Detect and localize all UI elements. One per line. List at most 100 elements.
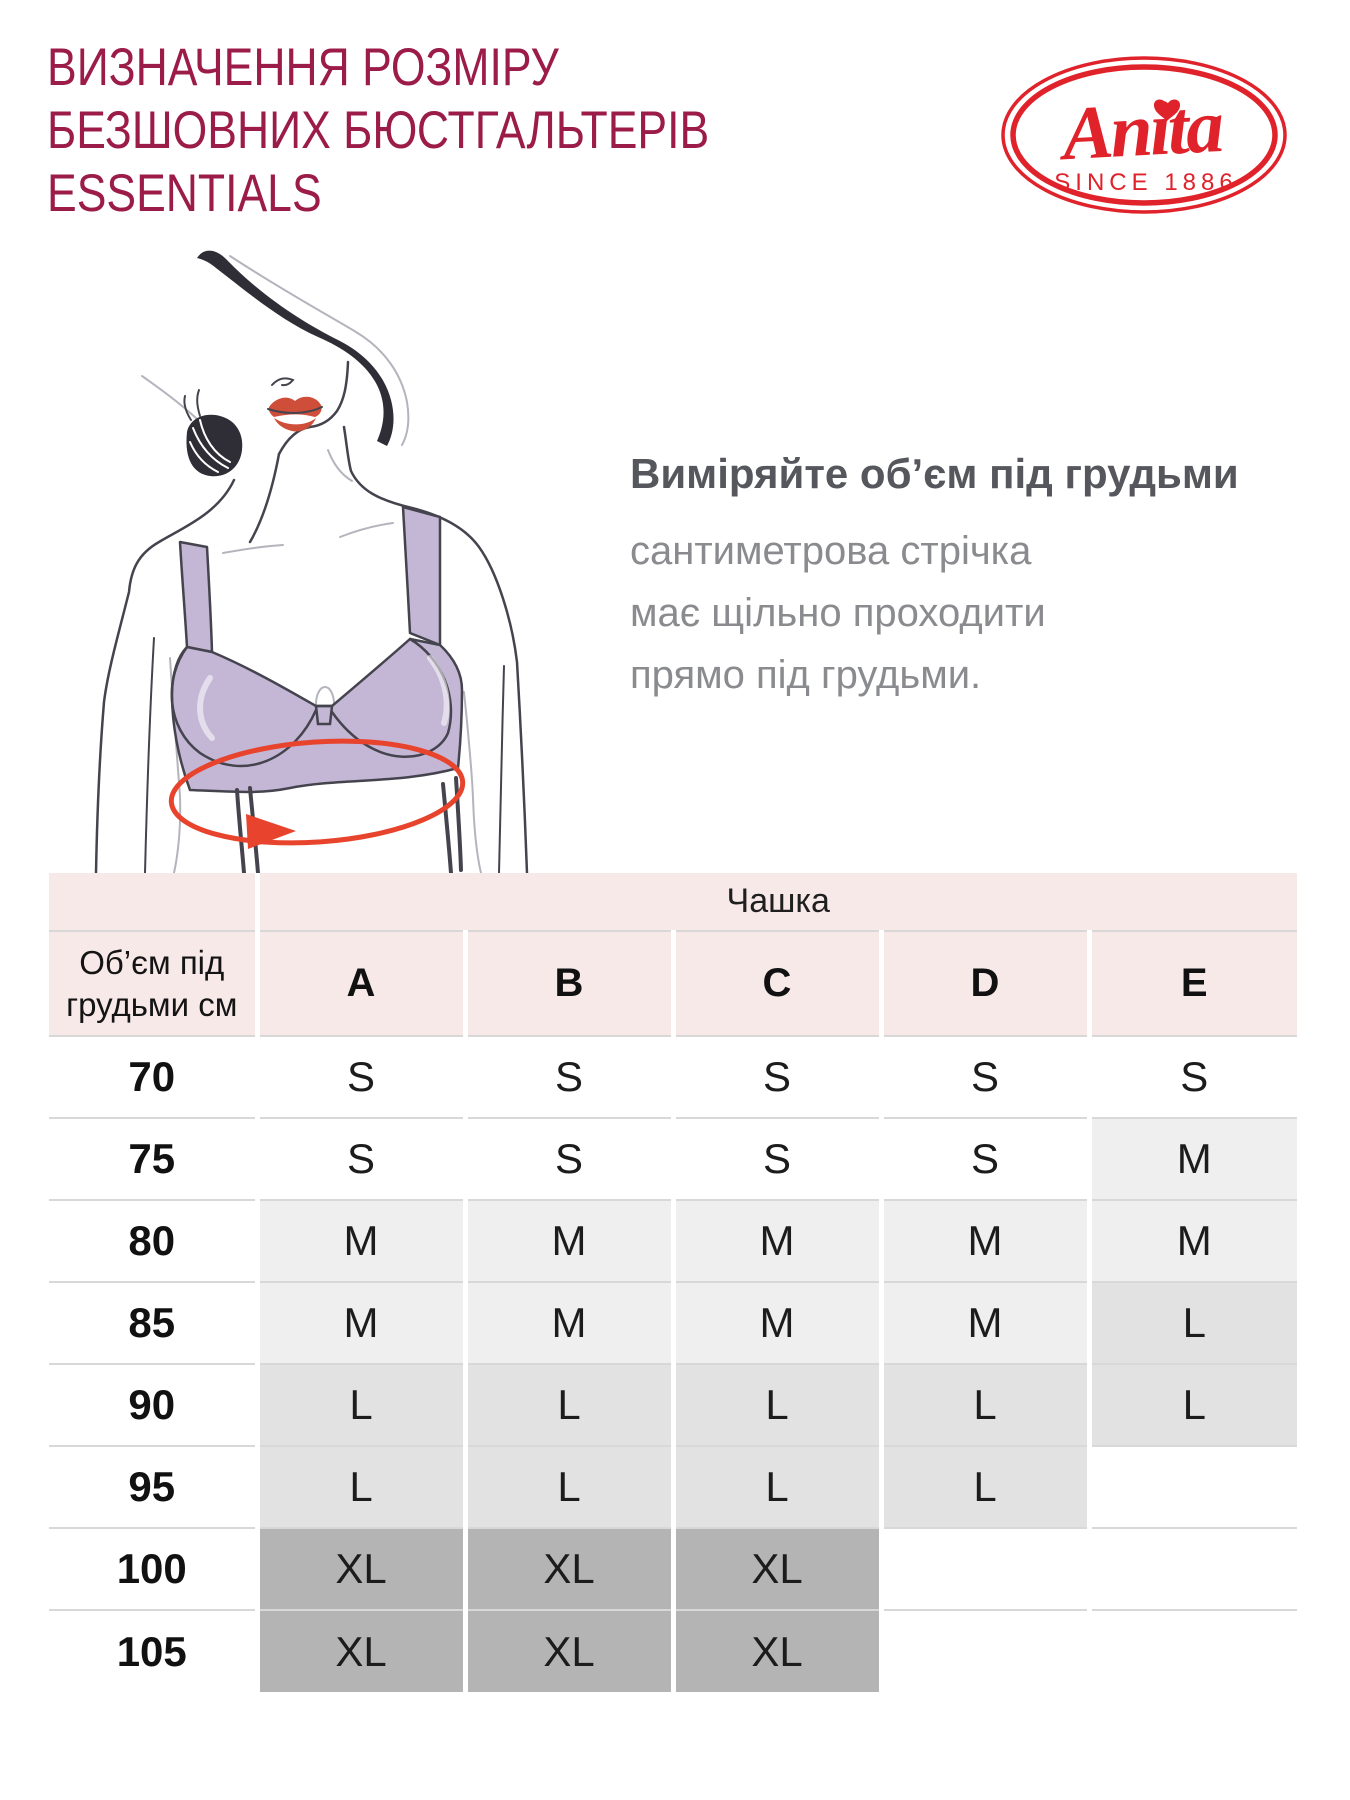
bra-gore-clasp: [314, 704, 334, 726]
page-title-line: ВИЗНАЧЕННЯ РОЗМІРУ: [47, 38, 559, 97]
underbust-cell: 105: [49, 1610, 260, 1692]
size-cell: L: [465, 1446, 676, 1529]
size-cell: [881, 1528, 1092, 1611]
lips: [268, 396, 322, 417]
underbust-cell: 85: [49, 1282, 260, 1365]
bun-spike: [196, 389, 201, 417]
size-cell: S: [1089, 1036, 1297, 1119]
size-cell: M: [257, 1200, 468, 1283]
size-cell: L: [257, 1446, 468, 1529]
underbust-measure-ellipse: [168, 738, 466, 846]
size-table: Чашка Об’єм під грудьми см A B C D E 70 S S S S S 75…: [49, 873, 1297, 1692]
instruction-heading: Виміряйте об’єм під грудьми: [630, 450, 1239, 497]
instruction-line: сантиметрова стрічка: [630, 529, 1032, 573]
size-cell: M: [673, 1200, 884, 1283]
size-cell: M: [673, 1282, 884, 1365]
logo-brand-text: Anita: [1057, 84, 1225, 176]
underbust-column-header: Об’єм під грудьми см: [49, 931, 260, 1037]
cup-header-row: Чашка: [49, 873, 1297, 932]
size-cell: XL: [673, 1610, 884, 1692]
logo-inner-oval: [1010, 64, 1278, 206]
cup-sheen: [427, 655, 450, 726]
right-torso-line: [463, 691, 482, 874]
cup-column-header-d: D: [881, 931, 1092, 1037]
size-cell: L: [1089, 1364, 1297, 1447]
size-cell: L: [881, 1446, 1092, 1529]
bun-spike: [183, 395, 192, 421]
size-cell: XL: [673, 1528, 884, 1611]
size-cell: M: [1089, 1118, 1297, 1201]
size-cell: L: [257, 1364, 468, 1447]
page-title-line: ESSENTIALS: [47, 164, 322, 223]
measuring-instruction: Виміряйте об’єм під грудьми сантиметрова…: [630, 450, 1239, 706]
size-cell: S: [673, 1118, 884, 1201]
size-cell: M: [881, 1200, 1092, 1283]
hair-outer-line: [229, 255, 410, 446]
size-table-body: 70 S S S S S 75 S S S S M 80 M M M M M 85 M M M M L 90 L L L L L 95 L L L…: [49, 1036, 1297, 1692]
size-cell: L: [673, 1446, 884, 1529]
table-row: 100 XL XL XL: [49, 1528, 1297, 1611]
size-cell: M: [1089, 1200, 1297, 1283]
right-inner-arm-line: [498, 665, 505, 874]
size-cell: XL: [465, 1528, 676, 1611]
size-cell: L: [465, 1364, 676, 1447]
table-row: 105 XL XL XL: [49, 1610, 1297, 1692]
right-neck-shoulder-arm-line: [342, 425, 529, 875]
anita-logo-svg: Anita SINCE 1886: [1001, 56, 1287, 214]
underbust-cell: 70: [49, 1036, 260, 1119]
table-row: 95 L L L L: [49, 1446, 1297, 1529]
size-cell: S: [257, 1118, 468, 1201]
size-cell: [881, 1610, 1092, 1692]
logo-tagline-text: SINCE 1886: [1054, 169, 1237, 196]
nose-line: [271, 377, 295, 387]
cup-column-header-a: A: [257, 931, 468, 1037]
table-row: 85 M M M M L: [49, 1282, 1297, 1365]
size-cell: XL: [257, 1528, 468, 1611]
underbust-cell: 90: [49, 1364, 260, 1447]
table-row: 75 S S S S M: [49, 1118, 1297, 1201]
cup-column-header-c: C: [673, 931, 884, 1037]
size-cell: S: [465, 1118, 676, 1201]
size-cell: M: [881, 1282, 1092, 1365]
size-cell: [1089, 1610, 1297, 1692]
bra-side-seam: [235, 788, 246, 875]
left-inner-arm-line: [144, 637, 155, 874]
hair-swoosh: [197, 250, 394, 446]
column-header-row: Об’єм під грудьми см A B C D E: [49, 931, 1297, 1037]
size-cell: [1089, 1528, 1297, 1611]
cup-group-header: Чашка: [257, 873, 1297, 932]
table-row: 90 L L L L L: [49, 1364, 1297, 1447]
woman-illustration-svg: [94, 250, 529, 875]
measure-arrowhead-icon: [246, 814, 296, 849]
underbust-cell: 100: [49, 1528, 260, 1611]
size-cell: S: [881, 1036, 1092, 1119]
cup-column-header-e: E: [1089, 931, 1297, 1037]
cup-sheen: [197, 675, 215, 741]
page-title: ВИЗНАЧЕННЯ РОЗМІРУ БЕЗШОВНИХ БЮСТГАЛЬТЕР…: [47, 36, 835, 225]
instruction-line: прямо під грудьми.: [630, 653, 982, 697]
table-corner-cell: [49, 873, 260, 932]
bun-strand: [199, 419, 231, 463]
mouth-line: [267, 406, 323, 414]
size-table-head: Чашка Об’єм під грудьми см A B C D E: [49, 873, 1297, 1037]
hair-wisp-line: [141, 375, 198, 420]
size-cell: [1089, 1446, 1297, 1529]
neck-crease-line: [327, 449, 353, 482]
size-cell: S: [881, 1118, 1092, 1201]
collarbone-line: [222, 544, 284, 554]
size-cell: M: [257, 1282, 468, 1365]
instruction-line: має щільно проходити: [630, 591, 1046, 635]
neck-front-line: [248, 452, 281, 544]
page-title-line: БЕЗШОВНИХ БЮСТГАЛЬТЕРІВ: [47, 101, 710, 160]
table-row: 70 S S S S S: [49, 1036, 1297, 1119]
size-cell: L: [673, 1364, 884, 1447]
bra-side-seam: [454, 776, 463, 872]
underbust-cell: 95: [49, 1446, 260, 1529]
size-cell: S: [673, 1036, 884, 1119]
underbust-cell: 75: [49, 1118, 260, 1201]
logo-outer-oval: [1001, 56, 1287, 214]
size-cell: L: [881, 1364, 1092, 1447]
size-cell: M: [465, 1200, 676, 1283]
bun-strand: [192, 427, 229, 469]
bra-right-strap: [401, 505, 442, 647]
